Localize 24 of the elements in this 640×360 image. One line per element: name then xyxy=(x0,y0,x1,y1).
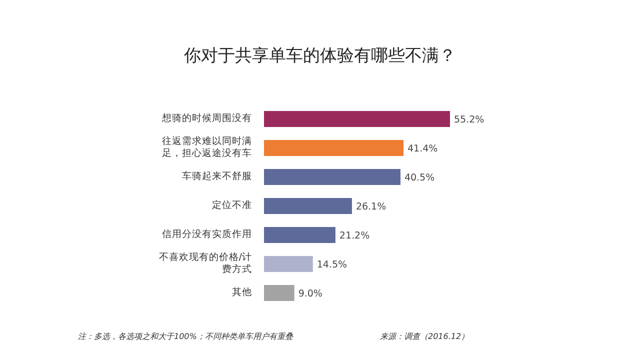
data-label: 41.4% xyxy=(408,144,438,154)
data-label: 21.2% xyxy=(339,230,370,242)
bar xyxy=(264,169,400,185)
text: 注：多选，各选项之和大于100%；不同种类单车用户有重叠 xyxy=(78,331,293,342)
y-tick-label: 信用分没有实质作用 xyxy=(161,229,252,241)
bar xyxy=(264,198,352,214)
bar xyxy=(264,140,404,156)
bar xyxy=(264,111,450,127)
y-tick-label: 车骑起来不舒服 xyxy=(181,171,252,183)
data-label: 9.0% xyxy=(298,288,322,300)
y-tick-label: 不喜欢现有的价格/计费方式 xyxy=(158,252,252,276)
data-label: 14.5% xyxy=(316,260,348,270)
data-label: 40.5% xyxy=(404,172,435,184)
source-note: 来源：调查（2016.12） xyxy=(380,331,470,342)
bar xyxy=(264,256,313,272)
y-tick-label: 往返需求难以同时满足，担心返途没有车 xyxy=(161,136,252,160)
bar xyxy=(264,227,336,243)
y-tick-label: 定位不准 xyxy=(211,200,252,212)
data-label: 26.1% xyxy=(356,202,386,212)
chart-title: 你对于共享单车的体验有哪些不满？ xyxy=(183,45,457,67)
data-label: 55.2% xyxy=(454,114,484,126)
y-tick-label: 想骑的时候周围没有 xyxy=(161,113,252,125)
y-tick-label: 其他 xyxy=(231,287,252,299)
bar xyxy=(264,285,294,301)
